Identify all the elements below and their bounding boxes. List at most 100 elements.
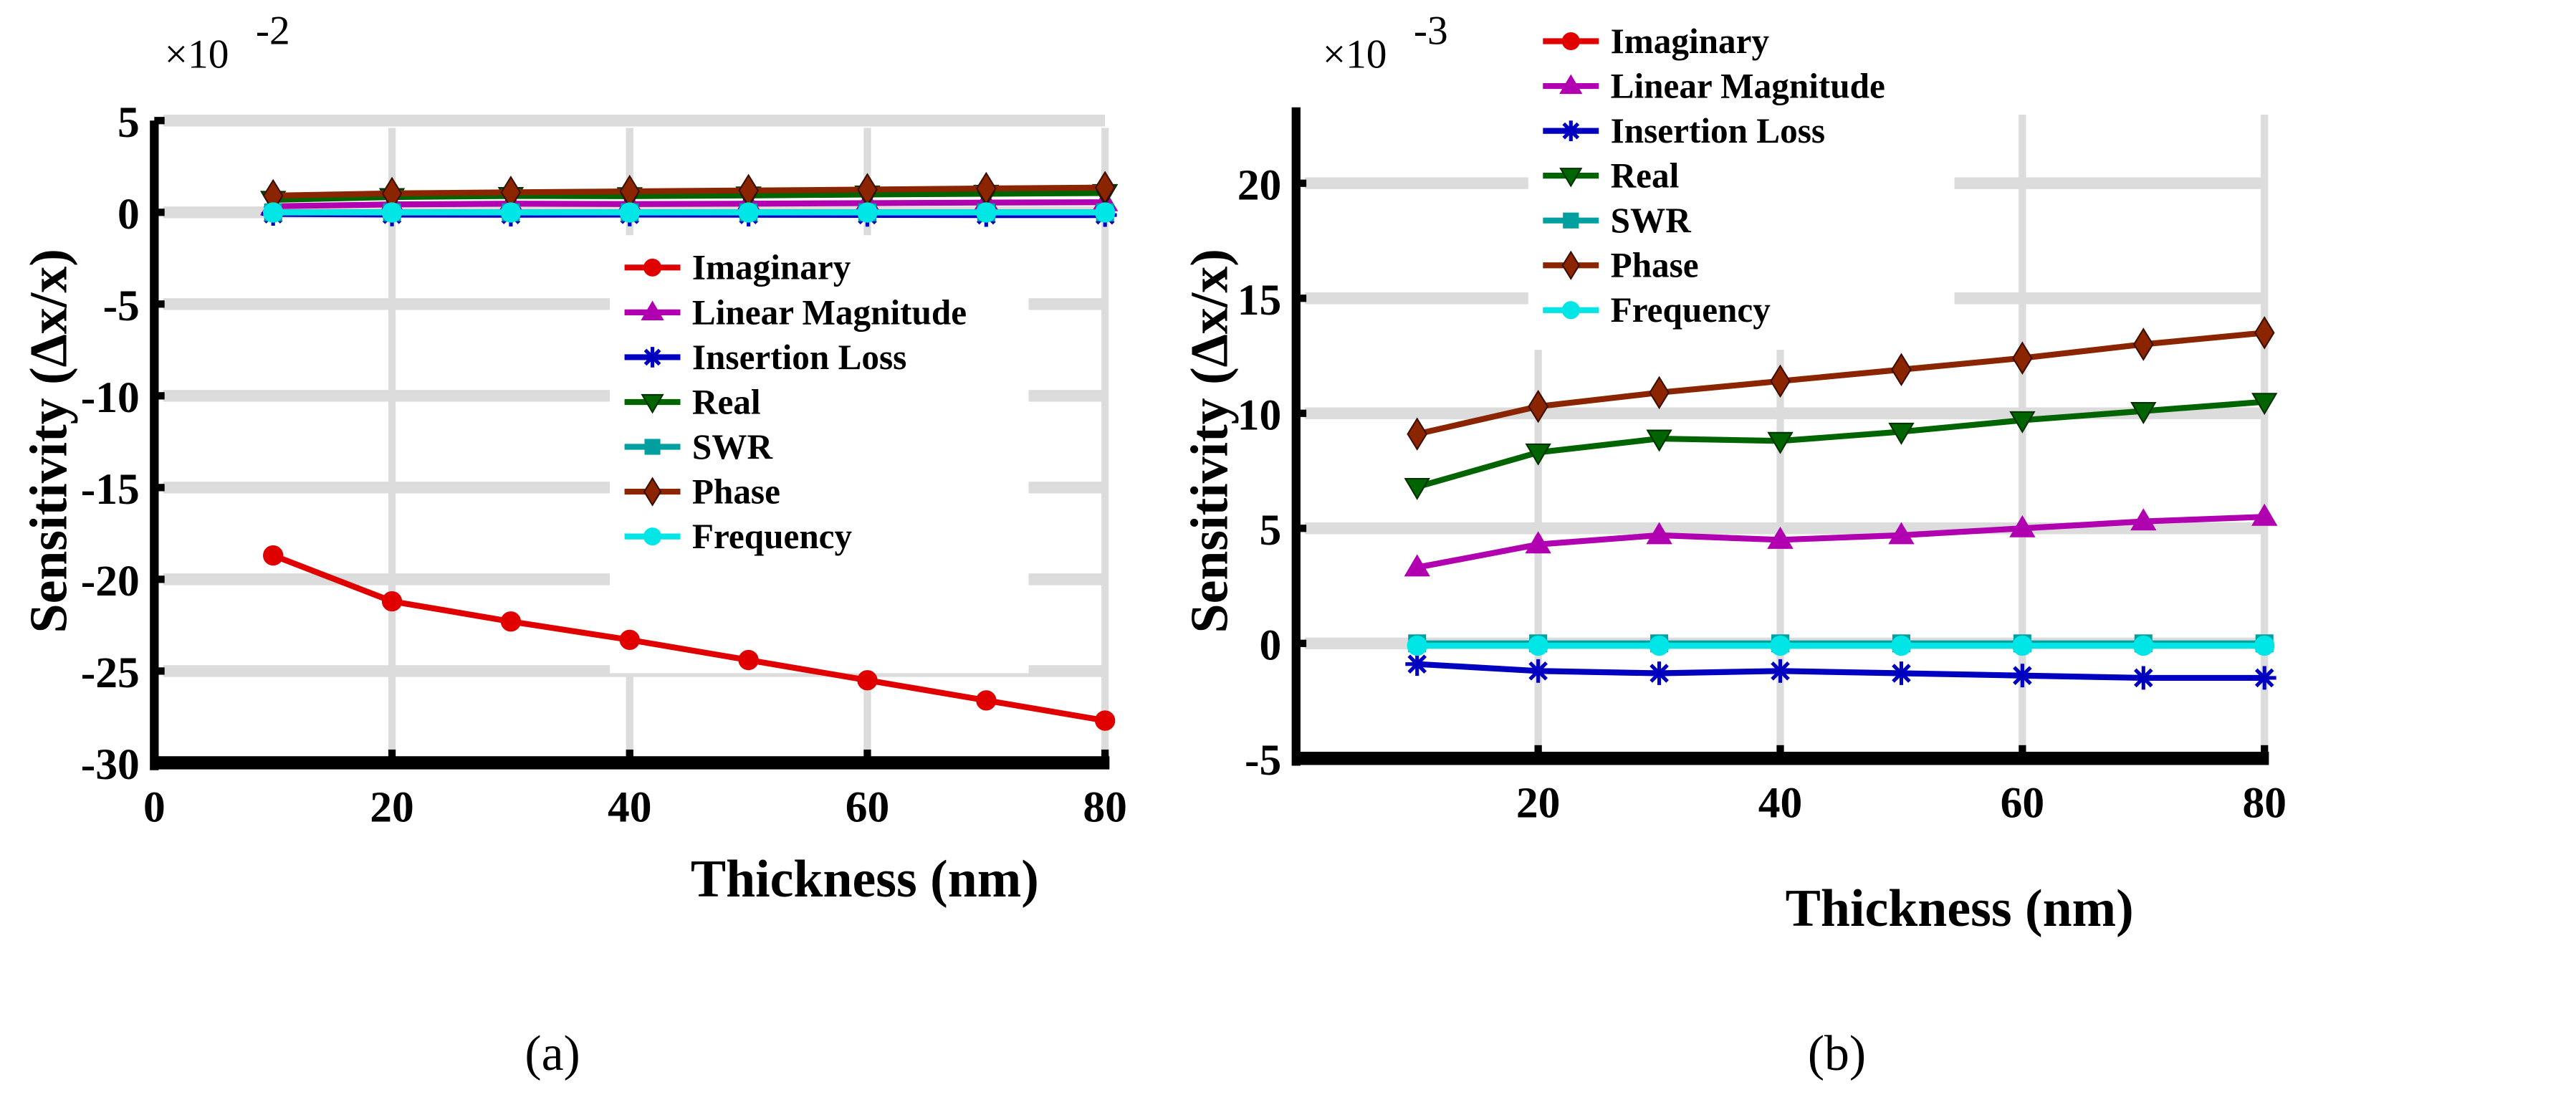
legend-marker bbox=[1561, 32, 1580, 51]
data-point bbox=[1646, 522, 1672, 545]
legend-label: Real bbox=[692, 382, 761, 421]
data-point bbox=[500, 611, 522, 632]
data-point bbox=[975, 171, 997, 206]
data-point bbox=[1528, 635, 1548, 656]
data-point bbox=[263, 202, 284, 223]
data-point bbox=[1649, 376, 1670, 410]
chart-b-y-tick-label: 0 bbox=[1260, 621, 1282, 669]
data-point bbox=[500, 202, 522, 223]
chart-a-legend-item: Phase bbox=[624, 472, 780, 511]
data-point bbox=[1528, 389, 1548, 424]
series-line bbox=[273, 190, 1106, 203]
chart-b-y-exponent-label: ×10 bbox=[1323, 32, 1387, 77]
chart-a-legend-item: Imaginary bbox=[624, 248, 851, 287]
chart-b-y-tick-label: 15 bbox=[1237, 276, 1282, 325]
chart-a-y-tick-label: -30 bbox=[81, 740, 140, 789]
legend-label: SWR bbox=[692, 427, 773, 467]
data-point bbox=[381, 590, 403, 612]
data-point bbox=[2254, 635, 2275, 656]
data-point bbox=[1891, 353, 1912, 387]
legend-marker bbox=[644, 439, 661, 455]
data-point bbox=[738, 202, 759, 223]
data-point bbox=[1094, 171, 1116, 204]
data-point bbox=[1646, 429, 1672, 452]
data-point bbox=[1888, 422, 1915, 445]
chart-a-x-tick-label: 80 bbox=[1083, 783, 1127, 831]
series-line bbox=[1416, 514, 2265, 570]
data-point bbox=[1890, 661, 1913, 685]
data-point bbox=[2012, 635, 2033, 656]
chart-a-y-axis-label: Sensitivity (Δx/x) bbox=[19, 249, 77, 633]
legend-label: Imaginary bbox=[692, 248, 851, 287]
chart-a-caption: (a) bbox=[525, 1026, 580, 1081]
chart-b-series-insertion-loss bbox=[1405, 652, 2276, 690]
series-line bbox=[1416, 330, 2265, 437]
chart-b-legend-item: Linear Magnitude bbox=[1543, 66, 1885, 105]
legend-label: Frequency bbox=[692, 517, 853, 556]
chart-b-legend-item: Real bbox=[1543, 156, 1679, 196]
data-point bbox=[619, 629, 640, 651]
data-point bbox=[1407, 635, 1427, 656]
chart-a-legend-item: Frequency bbox=[624, 517, 853, 556]
data-point bbox=[381, 202, 403, 223]
chart-b-x-tick-label: 40 bbox=[1758, 778, 1803, 827]
data-point bbox=[2132, 327, 2154, 361]
data-point bbox=[1649, 635, 1670, 656]
chart-a-x-tick-label: 60 bbox=[846, 783, 890, 831]
chart-a-y-tick-label: -5 bbox=[103, 282, 140, 330]
chart-a-legend-item: Insertion Loss bbox=[624, 338, 906, 377]
chart-a-legend-item: SWR bbox=[624, 427, 773, 467]
data-point bbox=[1405, 652, 1430, 676]
chart-b-legend-box bbox=[1528, 9, 1955, 350]
data-point bbox=[1767, 526, 1794, 549]
chart-a-x-tick-label: 40 bbox=[608, 783, 652, 831]
chart-a-x-axis-label: Thickness (nm) bbox=[691, 849, 1039, 908]
legend-label: Frequency bbox=[1611, 290, 1771, 330]
legend-marker bbox=[641, 393, 664, 414]
data-point bbox=[2130, 508, 2157, 531]
data-point bbox=[263, 545, 284, 566]
chart-a-legend-box bbox=[610, 235, 1029, 674]
chart-b-legend-item: SWR bbox=[1543, 201, 1691, 240]
data-point bbox=[2010, 664, 2034, 688]
legend-label: Insertion Loss bbox=[692, 338, 906, 377]
data-point bbox=[1095, 202, 1116, 223]
chart-a-y-exponent-label: ×10 bbox=[165, 32, 229, 77]
data-point bbox=[1525, 443, 1551, 466]
series-line bbox=[1417, 661, 2265, 682]
legend-label: Real bbox=[1611, 156, 1680, 196]
chart-b-x-tick-label: 60 bbox=[2001, 778, 2045, 827]
chart-b-series-phase bbox=[1407, 316, 2275, 451]
data-point bbox=[1767, 431, 1794, 454]
chart-b-legend-item: Phase bbox=[1543, 246, 1699, 285]
data-point bbox=[2012, 341, 2033, 375]
data-point bbox=[1768, 659, 1792, 683]
data-point bbox=[1525, 531, 1551, 554]
chart-a-y-tick-label: -25 bbox=[81, 649, 140, 697]
legend-marker bbox=[1561, 250, 1580, 280]
data-point bbox=[2133, 635, 2154, 656]
chart-a-y-tick-label: 0 bbox=[118, 190, 140, 239]
chart-a-series-frequency bbox=[263, 202, 1116, 223]
legend-label: Imaginary bbox=[1611, 21, 1770, 61]
chart-a-y-exponent-power: -2 bbox=[256, 9, 290, 54]
chart-b-y-tick-label: -5 bbox=[1245, 736, 1281, 785]
chart-b-x-tick-label: 80 bbox=[2242, 778, 2287, 827]
data-point bbox=[2251, 393, 2278, 416]
chart-b-caption: (b) bbox=[1808, 1026, 1866, 1081]
chart-a: 50-5-10-15-20-25-300 20 40 60 80×10-2Thickne… bbox=[19, 9, 1127, 1081]
data-point bbox=[738, 649, 759, 671]
series-line bbox=[272, 553, 1106, 724]
chart-b: 20 15 10 5 0 -5 20 40 60 80 ×10 -3 Thickness (nm) Sen… bbox=[1179, 9, 2287, 1081]
chart-b-legend-item: Insertion Loss bbox=[1543, 111, 1825, 150]
chart-a-x-tick-label: 0 bbox=[143, 783, 166, 831]
chart-a-legend-item: Linear Magnitude bbox=[624, 292, 967, 332]
data-point bbox=[1095, 710, 1116, 731]
data-point bbox=[2130, 402, 2157, 424]
chart-b-y-tick-label: 20 bbox=[1237, 161, 1282, 209]
data-point bbox=[2254, 316, 2275, 350]
data-point bbox=[2252, 666, 2276, 690]
chart-b-y-tick-label: 5 bbox=[1260, 506, 1282, 555]
chart-a-y-tick-label: -15 bbox=[81, 465, 140, 514]
